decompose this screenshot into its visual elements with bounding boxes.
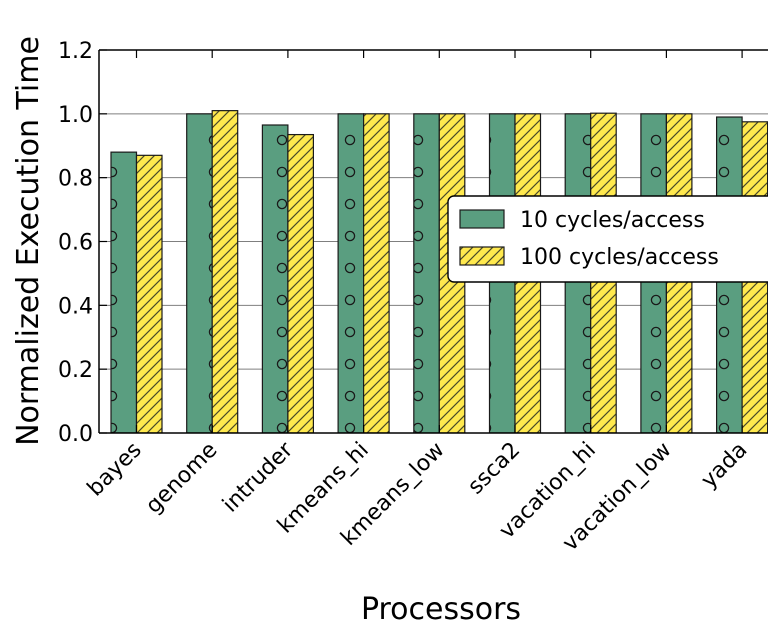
y-tick-label: 0.0 <box>58 422 93 447</box>
y-tick-label: 0.8 <box>58 167 93 192</box>
y-axis-label: Normalized Execution Time <box>11 36 46 446</box>
bar-genome-s2 <box>211 110 239 433</box>
legend-label: 10 cycles/access <box>520 208 705 233</box>
bar-kmeans_hi-s1 <box>337 113 365 433</box>
y-tick-label: 0.2 <box>58 358 93 383</box>
x-tick-label: intruder <box>218 437 299 518</box>
axes <box>98 49 768 434</box>
legend-item-1: 10 cycles/access <box>459 208 705 233</box>
bar-bayes-s2 <box>135 154 163 433</box>
y-tick-label: 0.6 <box>58 231 93 256</box>
x-axis-label: Processors <box>361 592 521 621</box>
x-tick-label: bayes <box>83 438 147 502</box>
y-tick-label: 1.0 <box>58 103 93 128</box>
x-tick-label: genome <box>141 438 222 519</box>
x-tick-label: ssca2 <box>463 438 525 500</box>
legend-item-2: 100 cycles/access <box>459 245 719 270</box>
bar-intruder-s1 <box>261 124 289 433</box>
bar-genome-s1 <box>186 113 213 433</box>
x-tick-label: yada <box>697 438 753 494</box>
y-tick-label: 1.2 <box>58 39 93 64</box>
bar-kmeans_low-s1 <box>413 113 440 433</box>
y-tick-label: 0.4 <box>58 294 93 319</box>
bar-kmeans_hi-s2 <box>363 113 390 433</box>
legend: 10 cycles/access 100 cycles/access <box>447 195 768 283</box>
legend-label: 100 cycles/access <box>520 245 719 270</box>
bar-intruder-s2 <box>287 133 314 433</box>
legend-box <box>447 195 768 283</box>
bar-bayes-s1 <box>110 151 138 433</box>
